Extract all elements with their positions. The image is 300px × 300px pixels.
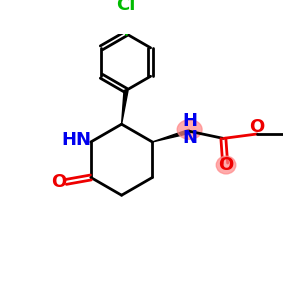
Text: O: O [250, 118, 265, 136]
Text: HN: HN [61, 131, 92, 149]
Text: O: O [51, 173, 67, 191]
Text: O: O [218, 156, 234, 174]
Polygon shape [152, 129, 190, 142]
Text: H
N: H N [182, 112, 197, 147]
Ellipse shape [216, 156, 236, 174]
Ellipse shape [177, 120, 202, 139]
Polygon shape [122, 90, 128, 124]
Text: Cl: Cl [116, 0, 136, 14]
